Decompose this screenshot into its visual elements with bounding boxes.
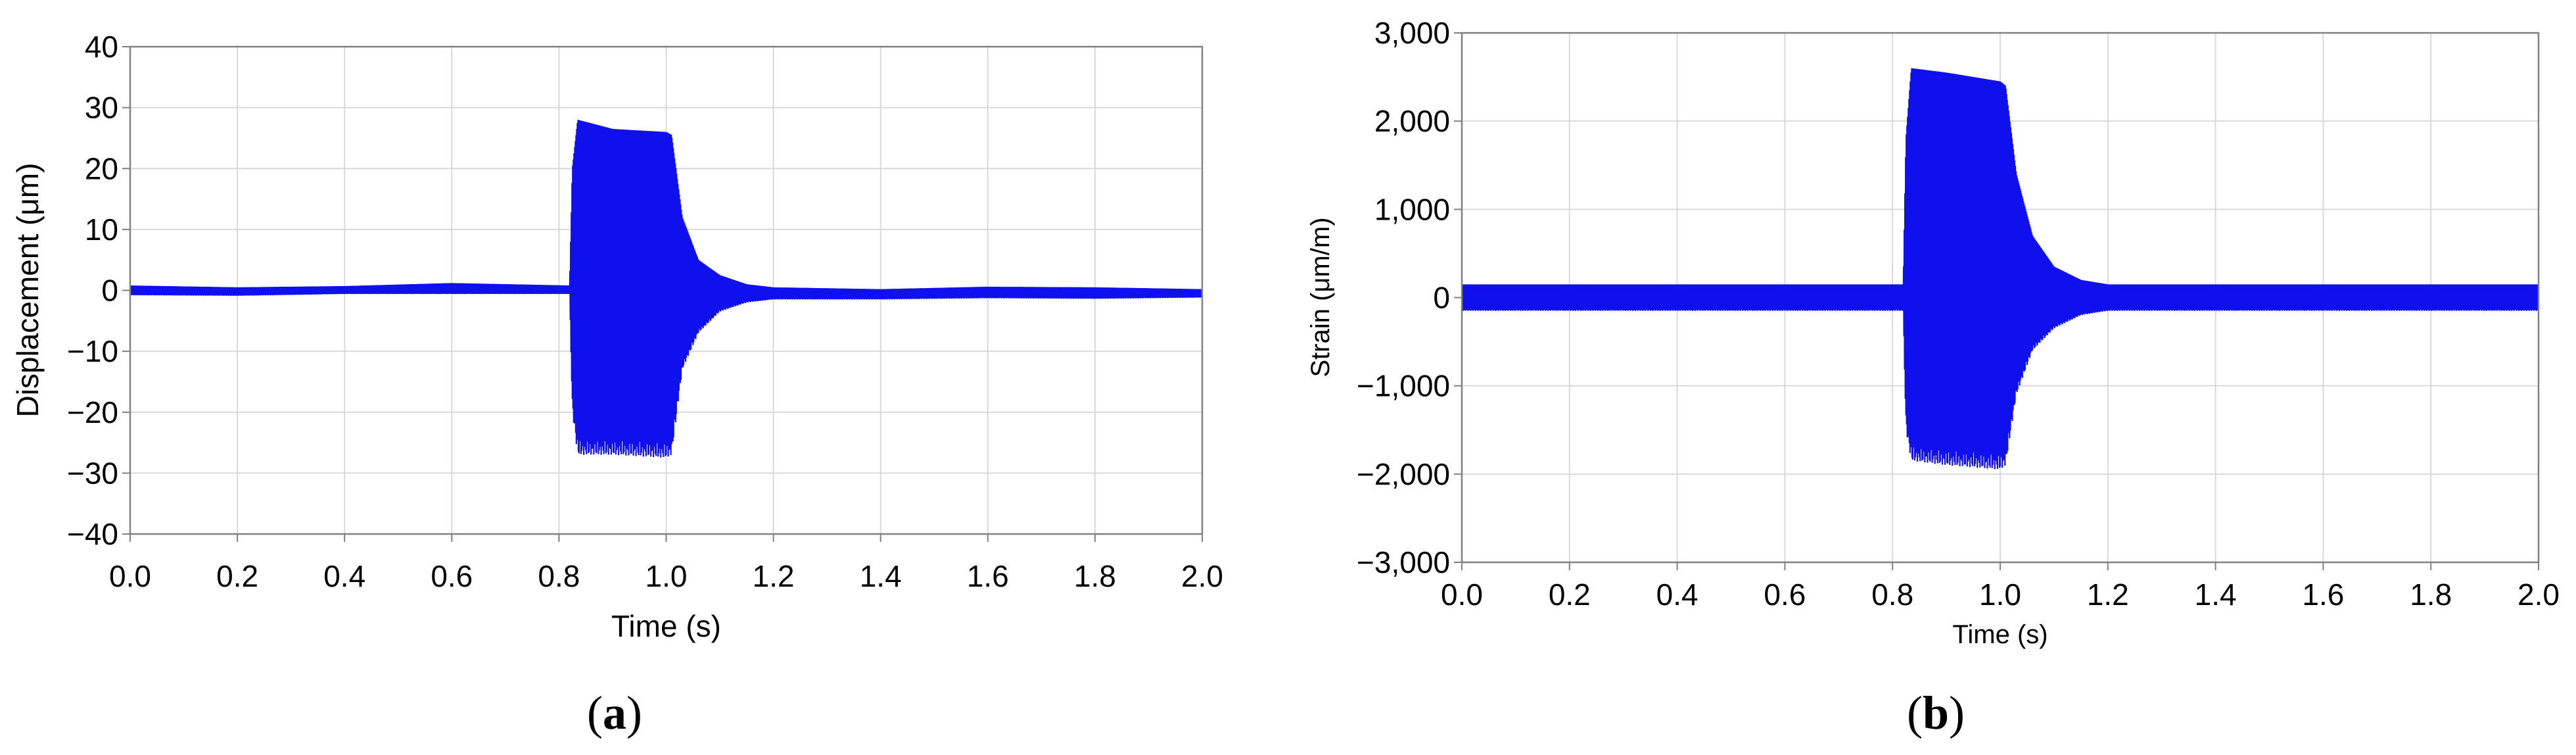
x-tick-label: 1.2 — [753, 559, 795, 593]
y-axis-label: Strain (μm/m) — [1306, 217, 1335, 377]
x-axis-label: Time (s) — [611, 609, 721, 643]
x-tick-label: 0.4 — [323, 559, 365, 593]
y-tick-label: 3,000 — [1374, 16, 1450, 50]
x-tick-label: 0.0 — [1441, 577, 1483, 612]
y-tick-label: −10 — [67, 334, 118, 368]
x-tick-label: 0.0 — [109, 559, 151, 593]
x-tick-label: 1.8 — [1074, 559, 1116, 593]
y-tick-label: −3,000 — [1357, 545, 1450, 579]
y-tick-label: −2,000 — [1357, 457, 1450, 491]
y-tick-label: 2,000 — [1374, 104, 1450, 138]
y-tick-label: −1,000 — [1357, 369, 1450, 403]
y-tick-label: −40 — [67, 517, 118, 551]
y-tick-label: 40 — [85, 30, 118, 64]
x-tick-label: 0.6 — [431, 559, 473, 593]
y-tick-label: 10 — [85, 212, 118, 247]
x-tick-label: 1.0 — [1979, 577, 2021, 612]
x-tick-label: 1.6 — [967, 559, 1009, 593]
panel-label-b: (b) — [1907, 687, 1965, 739]
x-tick-label: 1.0 — [645, 559, 688, 593]
y-tick-label: 1,000 — [1374, 192, 1450, 226]
y-tick-label: 20 — [85, 151, 118, 185]
chart-b: 0.0 0.2 0.4 0.6 0.8 1.0 1.2 1.4 1.6 1.8 2.0 −3,000 −… — [1306, 16, 2560, 649]
y-tick-label: 30 — [85, 91, 118, 125]
x-tick-label: 0.4 — [1656, 577, 1698, 612]
x-tick-label: 0.2 — [1549, 577, 1591, 612]
x-axis-label: Time (s) — [1952, 620, 2048, 649]
x-tick-label: 1.4 — [860, 559, 902, 593]
panel-label-a: (a) — [587, 687, 642, 739]
signal-series-line — [1461, 68, 2540, 470]
x-tick-label: 0.6 — [1764, 577, 1806, 612]
x-tick-label: 1.8 — [2410, 577, 2452, 612]
y-axis-label: Displacement (μm) — [11, 163, 45, 418]
y-tick-label: −20 — [67, 395, 118, 429]
chart-a: 0.0 0.2 0.4 0.6 0.8 1.0 1.2 1.4 1.6 1.8 2.0 −40 −30 −… — [11, 30, 1223, 643]
x-tick-label: 1.6 — [2302, 577, 2344, 612]
x-tick-label: 1.4 — [2195, 577, 2237, 612]
x-tick-label: 1.2 — [2087, 577, 2129, 612]
y-tick-label: −30 — [67, 456, 118, 490]
x-tick-label: 2.0 — [2517, 577, 2560, 612]
y-tick-label: 0 — [1433, 281, 1450, 315]
x-tick-label: 0.8 — [1871, 577, 1913, 612]
x-tick-label: 0.2 — [216, 559, 258, 593]
x-tick-label: 0.8 — [538, 559, 580, 593]
y-tick-label: 0 — [101, 274, 118, 308]
x-tick-label: 2.0 — [1181, 559, 1223, 593]
signal-series-line — [129, 120, 1204, 458]
